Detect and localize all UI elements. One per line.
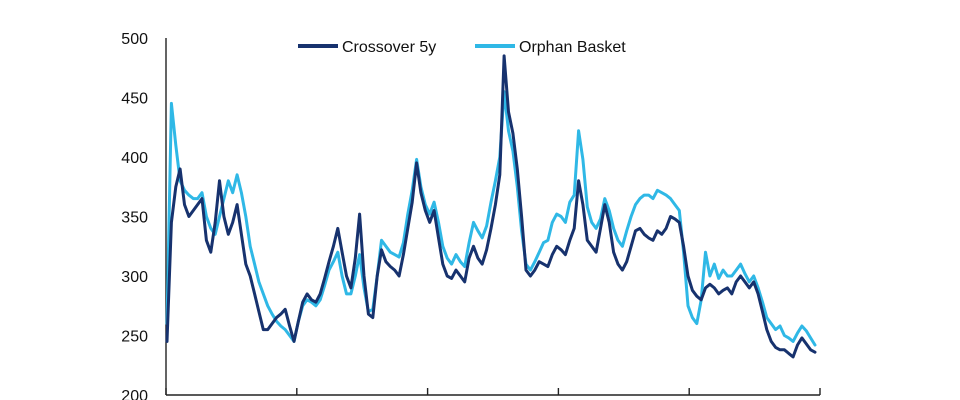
y-tick-label-400: 400 bbox=[121, 150, 148, 167]
legend-label-orphan-basket: Orphan Basket bbox=[519, 39, 626, 56]
y-tick-label-300: 300 bbox=[121, 269, 148, 286]
y-tick-label-350: 350 bbox=[121, 210, 148, 227]
legend: Crossover 5y Orphan Basket bbox=[298, 39, 626, 56]
y-axis-ticks: 200 250 300 350 400 450 500 bbox=[121, 31, 148, 400]
y-tick-label-450: 450 bbox=[121, 91, 148, 108]
plot-area bbox=[165, 54, 817, 359]
y-tick-label-200: 200 bbox=[121, 388, 148, 400]
series-line-crossover-5y bbox=[165, 54, 817, 359]
y-tick-label-250: 250 bbox=[121, 329, 148, 346]
series-line-orphan-basket bbox=[165, 90, 817, 347]
legend-label-crossover-5y: Crossover 5y bbox=[342, 39, 436, 56]
y-tick-label-500: 500 bbox=[121, 31, 148, 48]
